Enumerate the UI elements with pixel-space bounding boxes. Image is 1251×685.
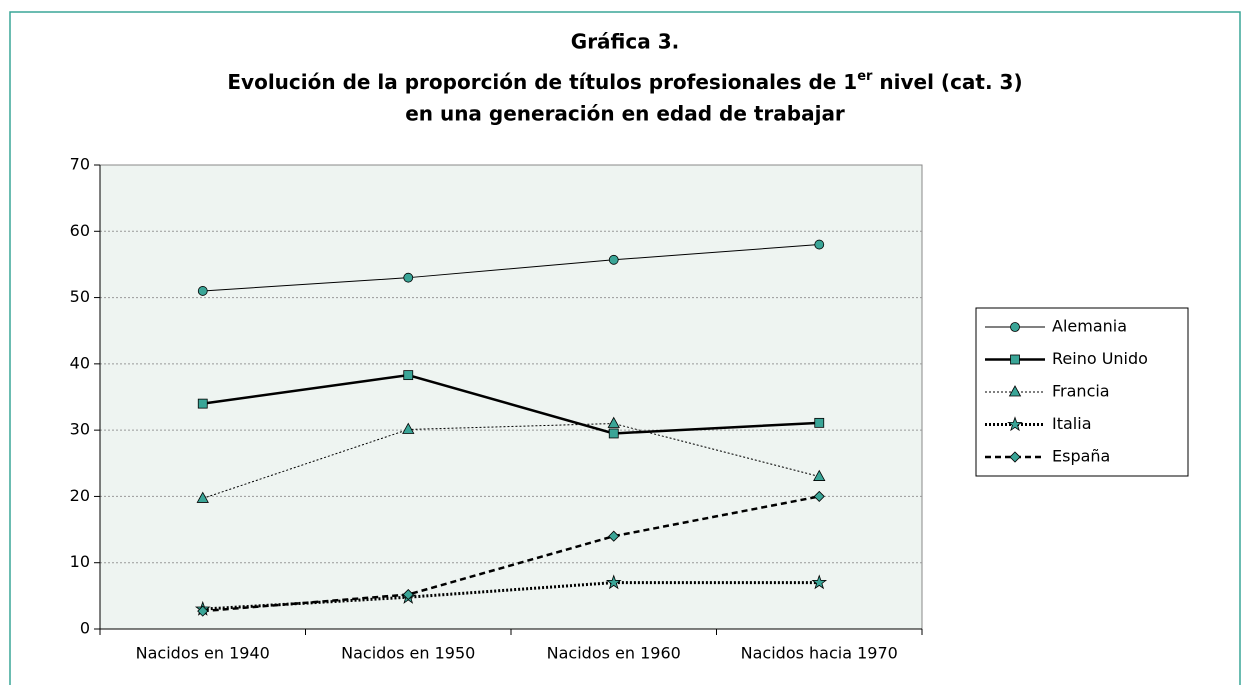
x-tick-label: Nacidos en 1950 xyxy=(341,644,475,663)
chart-subtitle: en una generación en edad de trabajar xyxy=(405,102,845,126)
data-point xyxy=(197,605,209,617)
legend-marker xyxy=(1008,385,1022,397)
data-point xyxy=(403,370,414,381)
x-tick-label: Nacidos en 1940 xyxy=(136,644,270,663)
y-tick-label: 0 xyxy=(80,619,90,638)
legend-label: España xyxy=(1052,447,1110,466)
legend-marker xyxy=(1010,354,1020,365)
page-frame xyxy=(9,11,1241,685)
data-point xyxy=(814,239,825,250)
y-tick-label: 10 xyxy=(70,552,90,571)
plot-area xyxy=(99,164,923,630)
data-point xyxy=(608,530,620,542)
data-point xyxy=(608,254,619,265)
data-point xyxy=(197,398,208,409)
subtitle-part: nivel (cat. 3) xyxy=(872,70,1022,94)
data-point xyxy=(196,491,209,503)
data-point xyxy=(402,422,415,434)
data-point xyxy=(607,416,620,428)
y-tick-label: 70 xyxy=(70,155,90,174)
legend-label: Francia xyxy=(1052,382,1110,401)
x-tick-label: Nacidos hacia 1970 xyxy=(741,644,898,663)
data-point xyxy=(813,469,826,481)
data-point xyxy=(403,272,414,283)
data-point xyxy=(814,417,825,428)
data-point xyxy=(197,286,208,296)
y-tick-label: 20 xyxy=(70,486,90,505)
data-point xyxy=(813,490,825,502)
series-line xyxy=(202,423,820,499)
x-tick-label: Nacidos en 1960 xyxy=(547,644,681,663)
legend-label: Reino Unido xyxy=(1052,349,1148,368)
subtitle-part: Evolución de la proporción de títulos pr… xyxy=(227,70,857,94)
legend-label: Alemania xyxy=(1052,317,1127,336)
legend-label: Italia xyxy=(1052,414,1092,433)
chart-subtitle: Evolución de la proporción de títulos pr… xyxy=(227,69,1022,94)
data-point xyxy=(811,574,828,590)
y-tick-label: 50 xyxy=(70,287,90,306)
series-line xyxy=(202,495,820,613)
legend-marker xyxy=(1010,322,1020,332)
data-point xyxy=(608,428,619,439)
series-line xyxy=(202,244,820,292)
chart-title: Gráfica 3. xyxy=(571,30,679,54)
data-point xyxy=(605,574,622,590)
series-line xyxy=(202,373,820,435)
subtitle-sup: er xyxy=(857,69,873,84)
data-point xyxy=(402,588,414,601)
legend-marker xyxy=(1009,451,1021,463)
legend-marker xyxy=(1007,416,1023,432)
series-line xyxy=(202,581,820,611)
y-tick-label: 40 xyxy=(70,353,90,372)
y-tick-label: 30 xyxy=(70,420,90,439)
y-tick-label: 60 xyxy=(70,221,90,240)
